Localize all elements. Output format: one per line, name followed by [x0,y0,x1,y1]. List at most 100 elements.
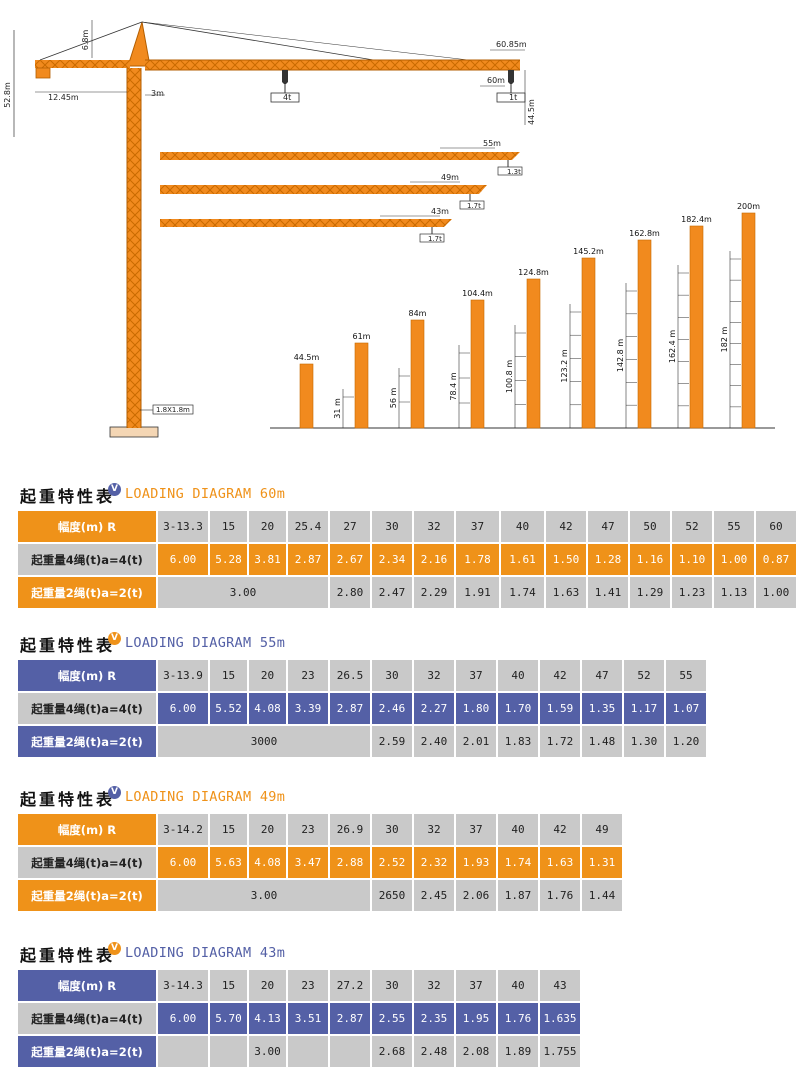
radius-cell: 43 [540,970,580,1001]
radius-cell: 3-14.3 [158,970,208,1001]
radius-cell: 32 [414,814,454,845]
row-label: 起重量4绳(t)a=4(t) [18,544,156,575]
radius-cell: 55 [714,511,754,542]
row-label: 幅度(m) R [18,814,156,845]
load-4-cell: 5.52 [210,693,247,724]
load-2-cell: 1.30 [624,726,664,757]
v-badge: V [108,632,121,645]
row-label: 幅度(m) R [18,511,156,542]
radius-cell: 3-13.9 [158,660,208,691]
crane-diagram: 52.8m 12.45m 6.8m 3m 60.85m 60m 44.5m 4t… [3,20,775,438]
load-4-cell: 6.00 [158,1003,208,1034]
load-4-cell: 1.80 [456,693,496,724]
load-2-fall-row: 起重量2绳(t)a=2(t) 3.00 2650 2.45 2.06 1.87 1.76 1.… [18,880,622,911]
free-height-label: 142.8 m [616,339,625,372]
load-4-cell: 2.55 [372,1003,412,1034]
load-2-cell: 2.47 [372,577,412,608]
tower-top-label: 44.5m [294,353,320,362]
load-4-cell: 6.00 [158,693,208,724]
radius-cell: 15 [210,511,247,542]
free-height-label: 31 m [333,398,342,419]
radius-cell: 52 [624,660,664,691]
tower-top-label: 162.8m [629,229,660,238]
radius-cell: 30 [372,660,412,691]
radius-cell: 30 [372,970,412,1001]
radius-cell: 23 [288,970,328,1001]
load-4-cell: 2.46 [372,693,412,724]
loading-table-60m: 起重特性表 V LOADING DIAGRAM 60m 幅度(m) R 3-13.3 15… [18,483,798,610]
radius-cell: 42 [540,814,580,845]
load-2-cell: 2.59 [372,726,412,757]
load-2-cell [330,1036,370,1067]
load-4-cell: 6.00 [158,544,208,575]
radius-cell: 20 [249,511,286,542]
radius-row: 幅度(m) R 3-13.3 15 20 25.4 27 30 32 37 40 42 47 50 52 5… [18,511,796,542]
free-height-label: 182 m [720,326,729,352]
load-4-cell: 1.78 [456,544,499,575]
jib-43-length: 43m [431,207,449,216]
load-2-cell: 1.755 [540,1036,580,1067]
load-4-cell: 2.16 [414,544,454,575]
load-2-fall-row: 起重量2绳(t)a=2(t) 3.00 2.68 2.48 2.08 1.89 1.755 [18,1036,580,1067]
base-size-label: 1.8X1.8m [156,406,190,414]
load-table: 幅度(m) R 3-14.2 15 20 23 26.9 30 32 37 40 42 49 起重量4绳… [16,812,624,913]
load-4-fall-row: 起重量4绳(t)a=4(t) 6.00 5.63 4.08 3.47 2.88 2.52 2.… [18,847,622,878]
load-2-cell: 1.89 [498,1036,538,1067]
load-table: 幅度(m) R 3-13.3 15 20 25.4 27 30 32 37 40 42 47 50 52 5… [16,509,798,610]
load-4-fall-row: 起重量4绳(t)a=4(t) 6.00 5.28 3.81 2.87 2.67 2.34 2.… [18,544,796,575]
load-4-cell: 2.87 [288,544,328,575]
load-4-cell: 1.00 [714,544,754,575]
free-height-label: 162.4 m [668,330,677,363]
load-2-cell: 1.91 [456,577,499,608]
load-4-cell: 5.70 [210,1003,247,1034]
jib-55-length: 55m [483,139,501,148]
hook-height-label: 44.5m [527,99,536,125]
load-4-cell: 2.32 [414,847,454,878]
row-label: 幅度(m) R [18,970,156,1001]
hook-near-load: 4t [283,93,291,102]
load-2-cell: 1.76 [540,880,580,911]
load-2-cell: 1.44 [582,880,622,911]
radius-cell: 20 [249,970,286,1001]
tower-top-label: 182.4m [681,215,712,224]
tower-heights: 44.5m 61m 31 m 84m 56 m 104.4m 78.4 m 124.8m 100… [270,202,775,429]
load-4-cell: 1.70 [498,693,538,724]
load-4-cell: 2.87 [330,1003,370,1034]
section-title: 起重特性表 V LOADING DIAGRAM 55m [18,632,708,658]
free-height-label: 78.4 m [449,372,458,400]
load-4-cell: 2.35 [414,1003,454,1034]
row-label: 起重量4绳(t)a=4(t) [18,1003,156,1034]
radius-cell: 49 [582,814,622,845]
radius-cell: 27 [330,511,370,542]
load-4-cell: 1.76 [498,1003,538,1034]
radius-cell: 40 [498,970,538,1001]
radius-cell: 3-14.2 [158,814,208,845]
tower-top-label: 124.8m [518,268,549,277]
tower-bar [354,342,369,429]
jib-55: 55m 1.3t [160,139,523,176]
tower-top-label: 145.2m [573,247,604,256]
section-title: 起重特性表 V LOADING DIAGRAM 60m [18,483,798,509]
load-4-cell: 5.63 [210,847,247,878]
load-2-fall-row: 起重量2绳(t)a=2(t) 3000 2.59 2.40 2.01 1.83 1.72 1.… [18,726,706,757]
load-4-cell: 2.34 [372,544,412,575]
radius-cell: 32 [414,660,454,691]
load-4-cell: 1.16 [630,544,670,575]
load-4-cell: 1.93 [456,847,496,878]
offset-label: 3m [151,89,164,98]
load-2-cell: 2.48 [414,1036,454,1067]
load-4-cell: 2.52 [372,847,412,878]
row-label: 起重量2绳(t)a=2(t) [18,577,156,608]
radius-cell: 25.4 [288,511,328,542]
tower-bar [470,299,485,429]
load-4-fall-row: 起重量4绳(t)a=4(t) 6.00 5.52 4.08 3.39 2.87 2.46 2.… [18,693,706,724]
radius-cell: 50 [630,511,670,542]
tower-bar [526,278,541,429]
load-2-cell: 1.63 [546,577,586,608]
radius-cell: 26.5 [330,660,370,691]
section-title: 起重特性表 V LOADING DIAGRAM 49m [18,786,624,812]
load-4-cell: 1.28 [588,544,628,575]
load-2-cell: 2.06 [456,880,496,911]
load-4-cell: 1.50 [546,544,586,575]
load-2-cell: 1.41 [588,577,628,608]
